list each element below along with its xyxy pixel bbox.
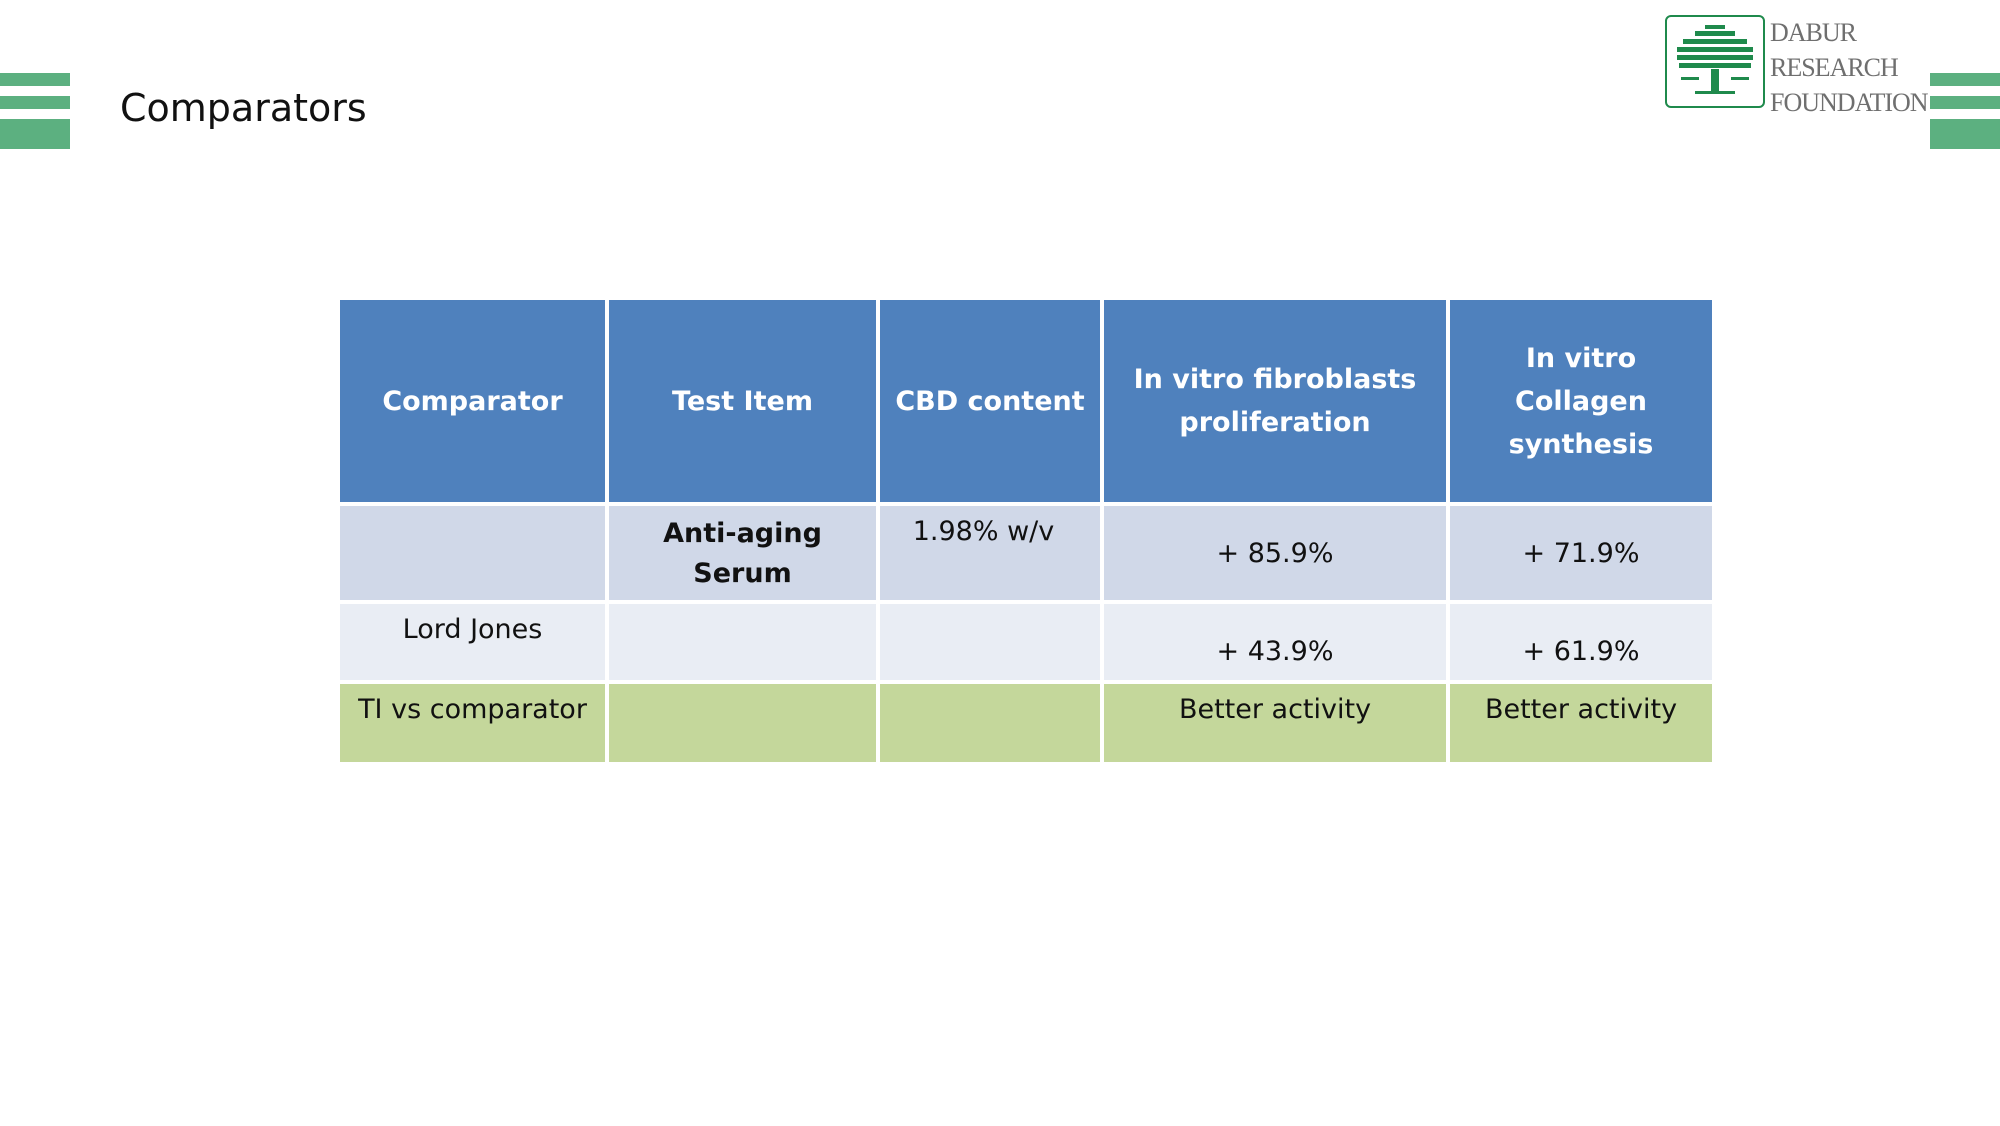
- header-test-item: Test Item: [609, 300, 876, 506]
- header-comparator: Comparator: [340, 300, 605, 506]
- tree-icon: [1665, 15, 1765, 108]
- table-cell: + 43.9%: [1104, 604, 1446, 684]
- table-cell: [880, 684, 1100, 762]
- page-title: Comparators: [120, 86, 367, 130]
- logo-line-1: DABUR: [1770, 18, 1857, 47]
- table-cell: TI vs comparator: [340, 684, 605, 762]
- left-accent-bars: [0, 73, 70, 149]
- right-accent-bars: [1930, 73, 2000, 149]
- table-cell: [609, 604, 876, 684]
- comparators-table: Comparator Test Item CBD content In vitr…: [336, 300, 1716, 762]
- table-cell: Anti-aging Serum: [609, 506, 876, 604]
- dabur-logo: DABUR RESEARCH FOUNDATION: [1665, 15, 1929, 117]
- header-fibroblasts-proliferation: In vitro fibroblasts proliferation: [1104, 300, 1446, 506]
- table-cell: + 61.9%: [1450, 604, 1712, 684]
- header-collagen-synthesis: In vitro Collagen synthesis: [1450, 300, 1712, 506]
- table-cell: Better activity: [1104, 684, 1446, 762]
- table-row: TI vs comparator Better activity Better …: [340, 684, 1712, 762]
- header-cbd-content: CBD content: [880, 300, 1100, 506]
- table-cell: Better activity: [1450, 684, 1712, 762]
- table-cell: Lord Jones: [340, 604, 605, 684]
- table-cell: [880, 604, 1100, 684]
- logo-line-3: FOUNDATION: [1770, 88, 1929, 117]
- table-cell: + 85.9%: [1104, 506, 1446, 604]
- logo-text: DABUR RESEARCH FOUNDATION: [1770, 15, 1929, 120]
- table-cell: [340, 506, 605, 604]
- table-cell: [609, 684, 876, 762]
- logo-line-2: RESEARCH: [1770, 53, 1899, 82]
- table-cell: 1.98% w/v: [880, 506, 1100, 604]
- table-row: Lord Jones + 43.9% + 61.9%: [340, 604, 1712, 684]
- table-cell: + 71.9%: [1450, 506, 1712, 604]
- table-row: Anti-aging Serum 1.98% w/v + 85.9% + 71.…: [340, 506, 1712, 604]
- table-header-row: Comparator Test Item CBD content In vitr…: [340, 300, 1712, 506]
